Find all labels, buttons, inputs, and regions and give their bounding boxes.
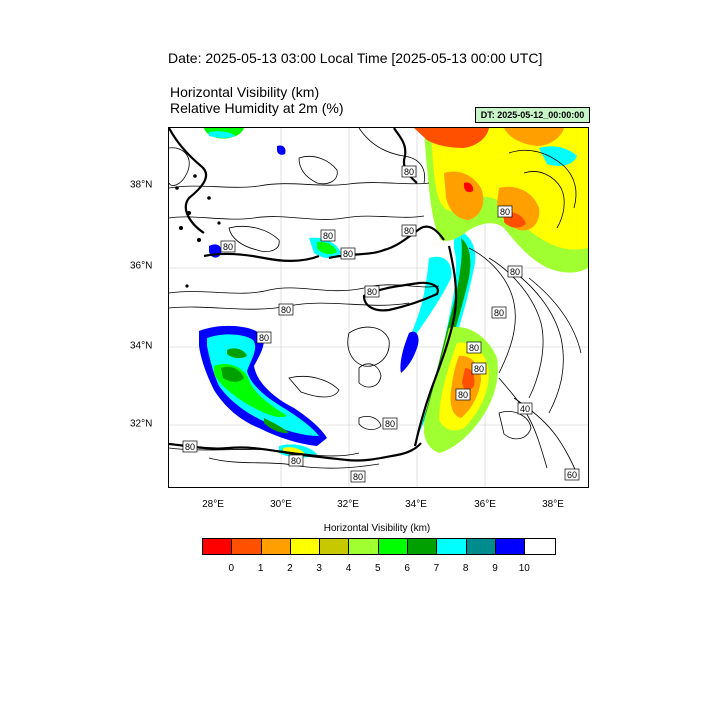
colorbar-swatch <box>203 539 233 554</box>
contour-label: 80 <box>259 333 269 343</box>
colorbar-swatch <box>349 539 379 554</box>
contour-label: 80 <box>223 242 233 252</box>
lat-label-36n: 36°N <box>130 260 153 272</box>
map-panel: 80 80 80 80 80 80 80 80 80 80 80 80 80 <box>168 127 589 488</box>
colorbar-swatch <box>495 539 526 554</box>
colorbar-label: 0 <box>228 563 235 574</box>
colorbar-swatch <box>408 539 438 554</box>
lat-label-32n: 32°N <box>130 418 153 430</box>
colorbar-label: 5 <box>375 563 381 574</box>
contour-labels: 80 80 80 80 80 80 80 80 80 80 80 80 80 <box>182 165 580 483</box>
colorbar-label: 3 <box>316 563 322 574</box>
contour-label: 80 <box>323 231 333 241</box>
lat-label-38n: 38°N <box>130 179 153 191</box>
contour-label: 80 <box>185 442 195 452</box>
colorbar-label: 9 <box>492 563 498 574</box>
field-title-visibility: Horizontal Visibility (km) <box>170 84 320 100</box>
date-title: Date: 2025-05-13 03:00 Local Time [2025-… <box>168 50 543 66</box>
colorbar-swatch <box>437 539 467 554</box>
contour-label: 80 <box>404 226 414 236</box>
map-svg: 80 80 80 80 80 80 80 80 80 80 80 80 80 <box>169 128 588 487</box>
contour-label: 80 <box>291 456 301 466</box>
colorbar-swatch <box>232 539 262 554</box>
contour-label: 80 <box>469 343 479 353</box>
colorbar-swatch <box>525 539 555 554</box>
contour-label: 60 <box>567 470 577 480</box>
contour-label: 80 <box>367 287 377 297</box>
colorbar-label: 10 <box>518 563 530 574</box>
colorbar-swatch <box>378 539 409 554</box>
colorbar-swatch <box>466 539 496 554</box>
lon-label-34e: 34°E <box>405 499 427 510</box>
contour-label: 80 <box>343 249 353 259</box>
contour-label: 80 <box>404 167 414 177</box>
colorbar-swatch <box>290 539 321 554</box>
contour-label: 80 <box>500 207 510 217</box>
colorbar-swatch <box>261 539 291 554</box>
init-time-box: DT: 2025-05-12_00:00:00 <box>475 107 590 123</box>
lon-label-30e: 30°E <box>270 499 292 510</box>
contour-label: 80 <box>281 305 291 315</box>
aegean-islands <box>175 174 221 288</box>
contour-label: 80 <box>458 390 468 400</box>
contour-label: 40 <box>520 404 530 414</box>
visibility-shading <box>199 128 588 458</box>
contour-label: 80 <box>385 419 395 429</box>
contour-label: 80 <box>494 308 504 318</box>
contour-label: 80 <box>510 267 520 277</box>
lon-label-28e: 28°E <box>202 499 224 510</box>
colorbar-label: 1 <box>257 563 264 574</box>
contour-label: 80 <box>353 472 363 482</box>
lon-label-38e: 38°E <box>542 499 564 510</box>
colorbar-label: 4 <box>345 563 352 574</box>
colorbar-label: 7 <box>433 563 440 574</box>
colorbar-label: 6 <box>404 563 410 574</box>
colorbar-swatch <box>320 539 350 554</box>
colorbar-title: Horizontal Visibility (km) <box>323 523 431 534</box>
colorbar <box>202 538 556 555</box>
lon-label-36e: 36°E <box>474 499 496 510</box>
lat-label-34n: 34°N <box>130 340 153 352</box>
contour-label: 80 <box>474 364 484 374</box>
lon-label-32e: 32°E <box>337 499 359 510</box>
colorbar-label: 2 <box>287 563 293 574</box>
coastlines <box>169 128 458 462</box>
colorbar-label: 8 <box>462 563 469 574</box>
field-title-humidity: Relative Humidity at 2m (%) <box>170 100 344 116</box>
